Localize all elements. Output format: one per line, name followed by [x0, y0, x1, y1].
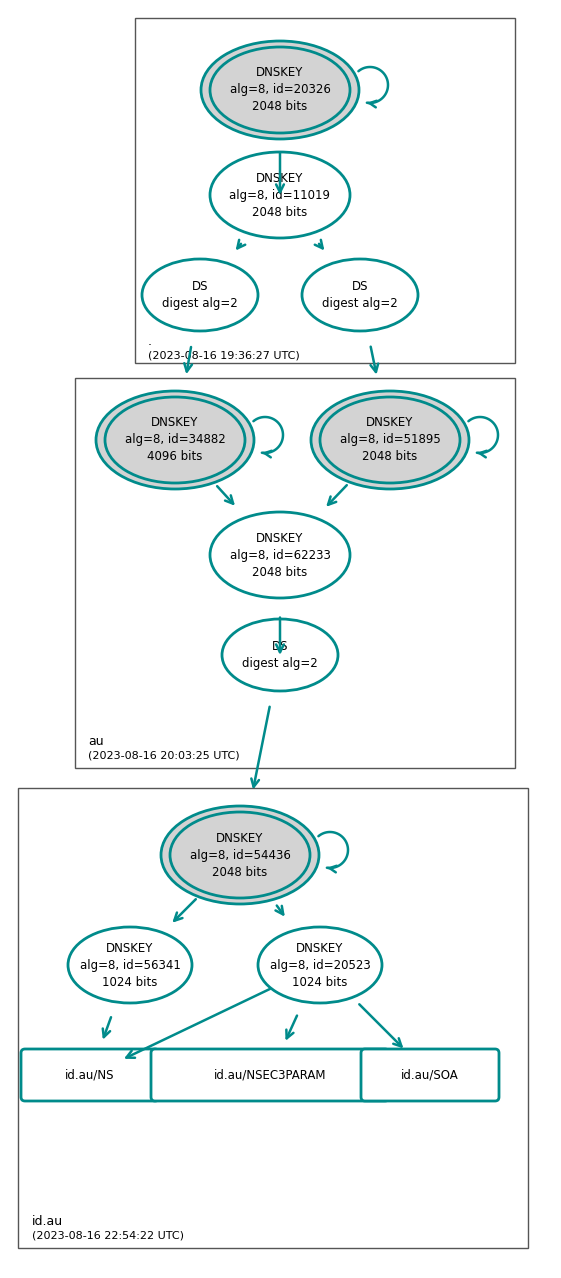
Text: DS
digest alg=2: DS digest alg=2	[162, 280, 238, 311]
Ellipse shape	[210, 152, 350, 238]
FancyBboxPatch shape	[151, 1049, 389, 1102]
Text: id.au/SOA: id.au/SOA	[401, 1068, 459, 1081]
FancyBboxPatch shape	[361, 1049, 499, 1102]
Text: DS
digest alg=2: DS digest alg=2	[322, 280, 398, 311]
Text: (2023-08-16 22:54:22 UTC): (2023-08-16 22:54:22 UTC)	[32, 1231, 184, 1241]
Text: DNSKEY
alg=8, id=54436
2048 bits: DNSKEY alg=8, id=54436 2048 bits	[190, 832, 291, 878]
Text: DNSKEY
alg=8, id=11019
2048 bits: DNSKEY alg=8, id=11019 2048 bits	[229, 171, 330, 219]
Bar	[135, 18, 515, 363]
Ellipse shape	[96, 391, 254, 489]
Ellipse shape	[210, 512, 350, 598]
Text: (2023-08-16 20:03:25 UTC): (2023-08-16 20:03:25 UTC)	[88, 751, 240, 760]
Text: (2023-08-16 19:36:27 UTC): (2023-08-16 19:36:27 UTC)	[148, 351, 300, 360]
Ellipse shape	[210, 47, 350, 133]
Text: id.au/NSEC3PARAM: id.au/NSEC3PARAM	[214, 1068, 327, 1081]
Ellipse shape	[311, 391, 469, 489]
Ellipse shape	[105, 397, 245, 483]
Ellipse shape	[302, 259, 418, 331]
Text: DNSKEY
alg=8, id=51895
2048 bits: DNSKEY alg=8, id=51895 2048 bits	[339, 417, 440, 464]
Bar	[18, 789, 528, 1249]
Text: DNSKEY
alg=8, id=20326
2048 bits: DNSKEY alg=8, id=20326 2048 bits	[229, 66, 330, 114]
Text: DNSKEY
alg=8, id=56341
1024 bits: DNSKEY alg=8, id=56341 1024 bits	[80, 942, 181, 988]
Ellipse shape	[222, 619, 338, 691]
Text: id.au/NS: id.au/NS	[65, 1068, 115, 1081]
Text: .: .	[148, 335, 152, 348]
FancyBboxPatch shape	[21, 1049, 159, 1102]
Text: id.au: id.au	[32, 1215, 63, 1228]
Ellipse shape	[201, 41, 359, 139]
Text: DNSKEY
alg=8, id=20523
1024 bits: DNSKEY alg=8, id=20523 1024 bits	[270, 942, 370, 988]
Ellipse shape	[170, 812, 310, 898]
Ellipse shape	[142, 259, 258, 331]
Ellipse shape	[161, 806, 319, 904]
Ellipse shape	[320, 397, 460, 483]
Text: DNSKEY
alg=8, id=34882
4096 bits: DNSKEY alg=8, id=34882 4096 bits	[125, 417, 226, 464]
Ellipse shape	[258, 927, 382, 1003]
Ellipse shape	[68, 927, 192, 1003]
Text: DS
digest alg=2: DS digest alg=2	[242, 640, 318, 670]
Text: au: au	[88, 735, 104, 748]
Text: DNSKEY
alg=8, id=62233
2048 bits: DNSKEY alg=8, id=62233 2048 bits	[229, 532, 330, 579]
Bar	[75, 378, 515, 768]
